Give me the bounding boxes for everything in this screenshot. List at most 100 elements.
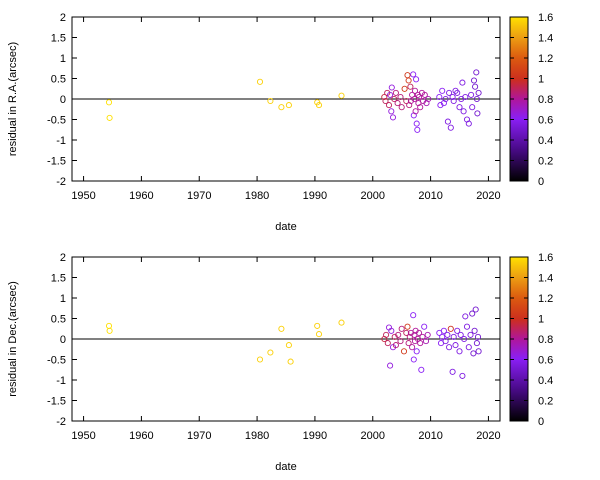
- data-point: [285, 342, 292, 349]
- x-axis-label: date: [275, 461, 296, 473]
- colorbar-tick-label: 1: [538, 314, 544, 326]
- data-point: [403, 97, 410, 105]
- data-point: [475, 348, 482, 355]
- plot-frame: [71, 256, 501, 422]
- data-point: [447, 124, 454, 131]
- x-tick-label: 1970: [187, 430, 211, 442]
- x-tick-label: 1990: [303, 190, 327, 202]
- data-point: [461, 335, 468, 343]
- data-point: [417, 104, 424, 111]
- y-tick-label: 1.5: [51, 273, 66, 285]
- plot-frame: [71, 16, 501, 182]
- data-point: [287, 358, 294, 365]
- data-point: [456, 104, 463, 111]
- data-point: [388, 108, 395, 115]
- data-point: [465, 120, 472, 127]
- colorbar-tick-label: 0.4: [538, 135, 553, 147]
- data-point: [315, 331, 323, 338]
- colorbar-tick-label: 0.6: [538, 355, 553, 367]
- x-tick-label: 1980: [245, 430, 269, 442]
- data-point: [460, 108, 467, 115]
- data-point: [314, 322, 321, 329]
- data-point: [384, 340, 391, 347]
- data-point: [385, 102, 393, 109]
- data-point: [472, 83, 479, 90]
- data-point: [410, 71, 417, 78]
- data-point: [403, 329, 410, 336]
- data-point: [449, 368, 456, 375]
- data-point: [397, 338, 404, 345]
- y-tick-label: 0: [60, 334, 66, 346]
- data-point: [439, 87, 446, 94]
- colorbar-tick-label: 1.2: [538, 53, 553, 65]
- data-point: [442, 338, 449, 345]
- data-point: [475, 89, 482, 96]
- data-point: [470, 350, 477, 357]
- data-point: [415, 93, 423, 101]
- data-point: [449, 93, 456, 101]
- data-point: [278, 325, 285, 332]
- data-point: [440, 327, 447, 334]
- data-point: [413, 348, 420, 355]
- data-point: [454, 327, 461, 334]
- data-point: [447, 325, 454, 332]
- data-point: [452, 342, 459, 349]
- data-point: [398, 104, 405, 111]
- colorbar-tick-label: 0.6: [538, 115, 553, 127]
- data-point: [462, 313, 469, 320]
- data-point: [405, 340, 412, 347]
- y-tick-label: 0: [60, 94, 66, 106]
- y-tick-label: 1.5: [51, 33, 66, 45]
- colorbar-tick-label: 1.4: [538, 33, 553, 45]
- data-point: [421, 323, 428, 330]
- colorbar-tick-label: 0.2: [538, 156, 553, 168]
- data-point: [256, 78, 264, 85]
- data-point: [470, 77, 478, 84]
- data-point: [454, 89, 461, 96]
- data-point: [473, 95, 480, 103]
- x-tick-label: 2020: [476, 430, 500, 442]
- data-point: [391, 333, 398, 340]
- data-point: [468, 91, 475, 98]
- data-point: [338, 92, 345, 99]
- data-point: [381, 93, 388, 101]
- y-tick-label: 0.5: [51, 74, 66, 86]
- x-tick-label: 2020: [476, 190, 500, 202]
- x-tick-label: 2010: [418, 190, 442, 202]
- data-point: [407, 97, 414, 105]
- data-point: [414, 126, 421, 133]
- colorbar-tick-label: 1.2: [538, 293, 553, 305]
- data-point: [404, 72, 411, 79]
- data-point: [437, 102, 444, 109]
- data-point: [411, 87, 419, 94]
- data-point: [395, 331, 402, 338]
- plot-panel-dec: -2 -1.5 -1 -0.5 0 0.5 1 1.5 2 1950 1960 1970 1980 199…: [7, 252, 553, 473]
- x-tick-label: 1970: [187, 190, 211, 202]
- data-point: [413, 76, 420, 83]
- data-point: [106, 327, 113, 334]
- colorbar-tick-label: 0.8: [538, 94, 553, 106]
- colorbar-tick-label: 0.8: [538, 334, 553, 346]
- data-point: [446, 344, 453, 351]
- data-point: [465, 344, 472, 351]
- data-point: [392, 89, 399, 96]
- data-point: [450, 97, 457, 105]
- y-axis-label: residual in Dec.(arcsec): [7, 281, 19, 397]
- data-point: [418, 366, 425, 373]
- data-point: [415, 329, 423, 336]
- data-point: [456, 348, 463, 355]
- colorbar-tick-label: 1.4: [538, 273, 553, 285]
- y-tick-label: 0.5: [51, 314, 66, 326]
- x-tick-label: 1960: [129, 430, 153, 442]
- data-point: [267, 97, 274, 105]
- x-tick-label: 2000: [361, 430, 385, 442]
- data-point: [463, 323, 471, 330]
- x-tick-label: 1980: [245, 190, 269, 202]
- data-point: [473, 340, 480, 347]
- data-point: [410, 356, 417, 363]
- data-point: [388, 84, 395, 91]
- data-point: [285, 102, 292, 109]
- data-point: [471, 327, 478, 334]
- y-tick-label: -2: [56, 416, 66, 428]
